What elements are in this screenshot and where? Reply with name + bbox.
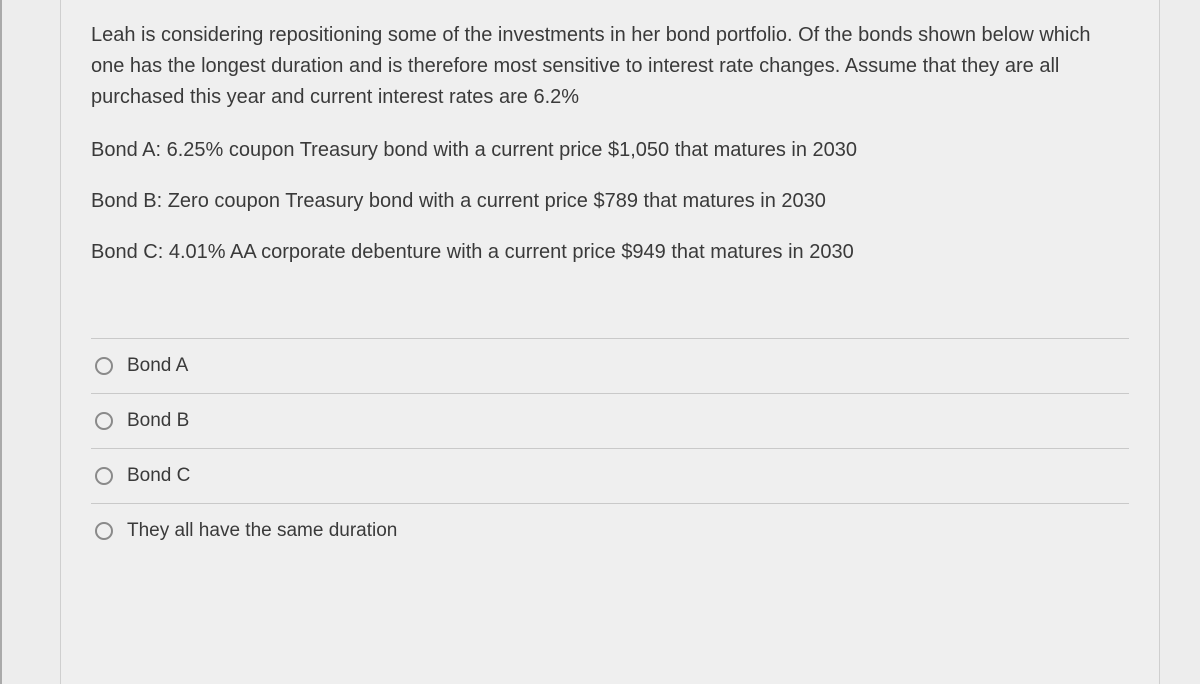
radio-icon[interactable] [95, 467, 113, 485]
option-label: Bond A [127, 355, 188, 377]
question-bond-c: Bond C: 4.01% AA corporate debenture wit… [91, 237, 1129, 268]
question-intro: Leah is considering repositioning some o… [91, 20, 1129, 113]
question-card: Leah is considering repositioning some o… [60, 0, 1160, 684]
question-stem: Leah is considering repositioning some o… [91, 20, 1129, 268]
question-bond-a: Bond A: 6.25% coupon Treasury bond with … [91, 135, 1129, 166]
option-label: Bond B [127, 410, 189, 432]
page-panel: Leah is considering repositioning some o… [0, 0, 1200, 684]
option-row-bond-b[interactable]: Bond B [91, 394, 1129, 449]
radio-icon[interactable] [95, 357, 113, 375]
option-row-bond-c[interactable]: Bond C [91, 449, 1129, 504]
option-row-same-duration[interactable]: They all have the same duration [91, 504, 1129, 558]
radio-icon[interactable] [95, 522, 113, 540]
option-row-bond-a[interactable]: Bond A [91, 338, 1129, 394]
question-bond-b: Bond B: Zero coupon Treasury bond with a… [91, 186, 1129, 217]
radio-icon[interactable] [95, 412, 113, 430]
option-label: They all have the same duration [127, 520, 397, 542]
option-label: Bond C [127, 465, 190, 487]
options-list: Bond A Bond B Bond C They all have the s… [91, 338, 1129, 558]
